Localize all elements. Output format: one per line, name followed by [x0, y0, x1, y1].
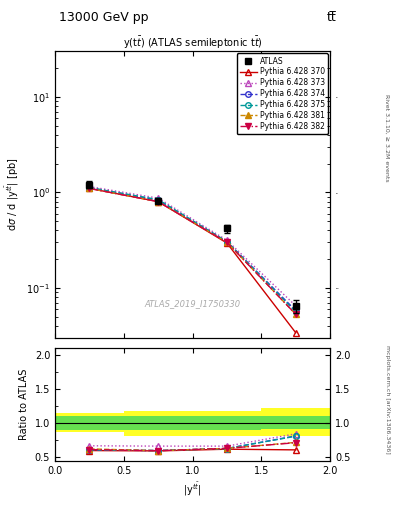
Y-axis label: d$\sigma$ / d |y$^{t\bar{t}}$| [pb]: d$\sigma$ / d |y$^{t\bar{t}}$| [pb] [4, 158, 21, 231]
Text: ATLAS_2019_I1750330: ATLAS_2019_I1750330 [145, 299, 241, 308]
Text: 13000 GeV pp: 13000 GeV pp [59, 11, 149, 24]
Text: Rivet 3.1.10, ≥ 3.2M events: Rivet 3.1.10, ≥ 3.2M events [385, 94, 389, 182]
X-axis label: |y$^{t\bar{t}}$|: |y$^{t\bar{t}}$| [183, 481, 202, 499]
Y-axis label: Ratio to ATLAS: Ratio to ATLAS [19, 369, 29, 440]
Title: y(t$\bar{t}$) (ATLAS semileptonic t$\bar{t}$): y(t$\bar{t}$) (ATLAS semileptonic t$\bar… [123, 35, 263, 51]
Text: tt̅: tt̅ [326, 11, 336, 24]
Text: mcplots.cern.ch [arXiv:1306.3436]: mcplots.cern.ch [arXiv:1306.3436] [385, 345, 389, 454]
Legend: ATLAS, Pythia 6.428 370, Pythia 6.428 373, Pythia 6.428 374, Pythia 6.428 375, P: ATLAS, Pythia 6.428 370, Pythia 6.428 37… [237, 53, 328, 134]
